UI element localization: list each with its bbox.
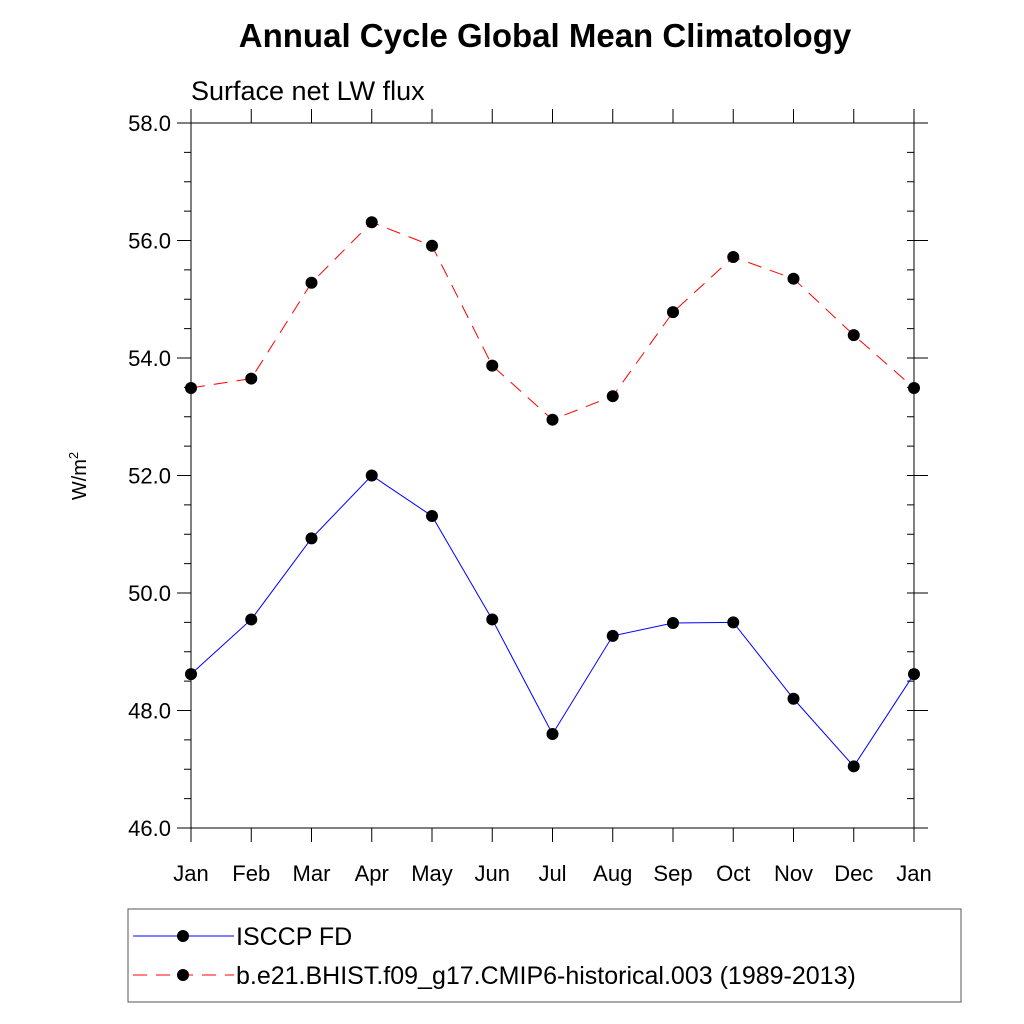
series-line — [190, 221, 915, 421]
series-layer — [185, 216, 920, 773]
x-tick-label: Jul — [538, 861, 566, 886]
data-point — [185, 381, 197, 394]
legend-swatch-marker — [177, 969, 189, 981]
x-tick-label: Feb — [232, 861, 270, 886]
y-axis-label-superscript: 2 — [66, 452, 81, 459]
data-point — [787, 272, 800, 285]
y-axis: 46.0 48.0 50.0 52.0 54.0 56.0 58.0 — [128, 111, 928, 841]
series-1 — [185, 469, 920, 773]
data-point — [727, 250, 740, 263]
data-point — [606, 629, 619, 642]
chart-subtitle: Surface net LW flux — [191, 76, 425, 106]
legend-label: ISCCP FD — [236, 923, 352, 951]
x-tick-label: Apr — [355, 861, 389, 886]
series-line — [190, 474, 915, 768]
data-point — [426, 239, 438, 252]
data-point — [546, 413, 559, 426]
x-tick-label: May — [411, 861, 453, 886]
data-point — [305, 532, 318, 545]
y-tick-label: 58.0 — [128, 111, 171, 136]
data-point — [606, 390, 619, 403]
data-point — [245, 613, 258, 626]
y-tick-label: 52.0 — [128, 464, 171, 489]
x-tick-label: Oct — [716, 861, 750, 886]
data-point — [667, 306, 679, 319]
data-point — [908, 381, 920, 394]
x-tick-label: Dec — [834, 861, 873, 886]
legend-label: b.e21.BHIST.f09_g17.CMIP6-historical.003… — [236, 962, 856, 990]
x-tick-label: Jun — [475, 861, 510, 886]
minor-ticks — [184, 122, 914, 829]
data-point — [847, 329, 860, 342]
legend: ISCCP FD b.e21.BHIST.f09_g17.CMIP6-histor… — [127, 908, 962, 1003]
data-point — [426, 510, 438, 523]
data-point — [245, 372, 258, 385]
plot-frame — [190, 122, 915, 829]
chart-title: Annual Cycle Global Mean Climatology — [239, 17, 852, 54]
x-tick-label: Sep — [653, 861, 692, 886]
legend-frame — [127, 908, 962, 1003]
x-axis: Jan Feb Mar Apr May Jun Jul Aug Sep Oct Nov Dec Jan — [173, 109, 932, 886]
data-point — [185, 668, 197, 681]
y-axis-label: W/m2 — [66, 452, 91, 500]
y-axis-label-text: W/m — [69, 459, 91, 500]
legend-items: ISCCP FD b.e21.BHIST.f09_g17.CMIP6-histor… — [133, 923, 856, 990]
data-point — [365, 469, 378, 482]
x-tick-label: Aug — [593, 861, 632, 886]
y-tick-label: 48.0 — [128, 699, 171, 724]
legend-item: ISCCP FD — [133, 923, 352, 951]
data-point — [727, 616, 740, 629]
y-tick-label: 50.0 — [128, 581, 171, 606]
data-point — [667, 616, 679, 629]
data-point — [847, 760, 860, 773]
data-point — [365, 216, 378, 229]
data-point — [546, 728, 559, 740]
y-tick-label: 46.0 — [128, 816, 171, 841]
data-point — [486, 613, 499, 626]
y-tick-label: 54.0 — [128, 346, 171, 371]
data-point — [908, 668, 920, 681]
x-tick-label: Jan — [173, 861, 208, 886]
legend-item: b.e21.BHIST.f09_g17.CMIP6-historical.003… — [133, 962, 856, 990]
data-point — [486, 359, 499, 372]
y-tick-label: 56.0 — [128, 229, 171, 254]
x-tick-label: Nov — [774, 861, 813, 886]
legend-swatch-marker — [177, 930, 189, 942]
x-tick-label: Jan — [896, 861, 931, 886]
series-2 — [185, 216, 920, 426]
data-point — [305, 276, 318, 289]
x-tick-label: Mar — [293, 861, 331, 886]
data-point — [787, 692, 800, 705]
